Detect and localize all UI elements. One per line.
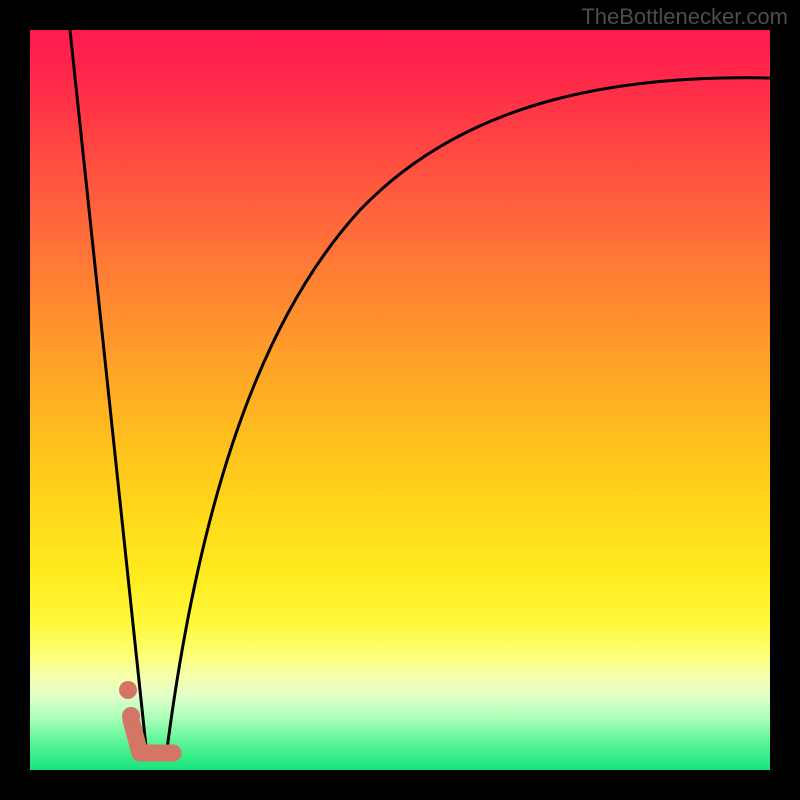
marker-dot bbox=[122, 707, 140, 725]
bottleneck-chart bbox=[0, 0, 800, 800]
marker-dot bbox=[119, 681, 137, 699]
chart-root: { "watermark": { "text": "TheBottlenecke… bbox=[0, 0, 800, 800]
plot-area bbox=[30, 30, 770, 770]
